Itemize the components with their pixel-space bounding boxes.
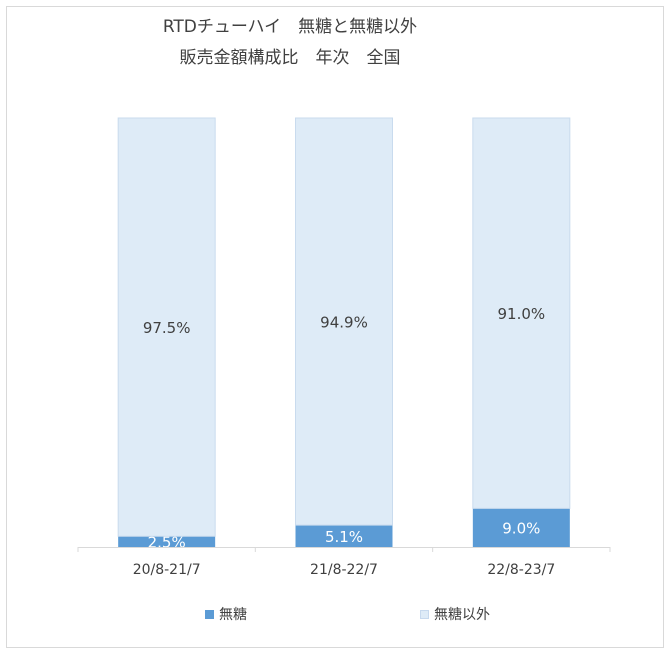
- bar-mutou-igai-2: [472, 117, 571, 509]
- legend-label-mutou: 無糖: [219, 607, 247, 623]
- data-label-mutou-igai-2: 91.0%: [498, 305, 546, 323]
- bar-mutou-0: [118, 536, 216, 547]
- legend-swatch-mutou: [205, 609, 214, 619]
- x-tick-label-0: 20/8-21/7: [133, 562, 201, 578]
- legend-item-mutou: 無糖: [205, 604, 247, 624]
- legend-label-mutou-igai: 無糖以外: [434, 607, 490, 623]
- x-tick-label-1: 21/8-22/7: [310, 562, 378, 578]
- bar-mutou-igai-0: [117, 117, 216, 537]
- data-label-mutou-igai-1: 94.9%: [320, 314, 368, 332]
- bar-mutou-igai-1: [295, 117, 393, 526]
- data-label-mutou-1: 5.1%: [325, 528, 363, 546]
- x-tick-label-2: 22/8-23/7: [487, 562, 555, 578]
- stacked-bar-chart: 2.5%97.5%20/8-21/75.1%94.9%21/8-22/79.0%…: [77, 117, 611, 578]
- data-label-mutou-2: 9.0%: [502, 520, 540, 538]
- legend-swatch-mutou-igai: [420, 609, 429, 619]
- legend-item-mutou-igai: 無糖以外: [420, 604, 490, 624]
- data-label-mutou-igai-0: 97.5%: [143, 319, 191, 337]
- chart-frame: [6, 6, 664, 648]
- bar-mutou-2: [472, 508, 570, 547]
- chart-title-line-1: RTDチューハイ 無糖と無糖以外: [162, 17, 418, 37]
- bar-mutou-1: [295, 525, 393, 547]
- chart-title-line-2: 販売金額構成比 年次 全国: [179, 48, 401, 68]
